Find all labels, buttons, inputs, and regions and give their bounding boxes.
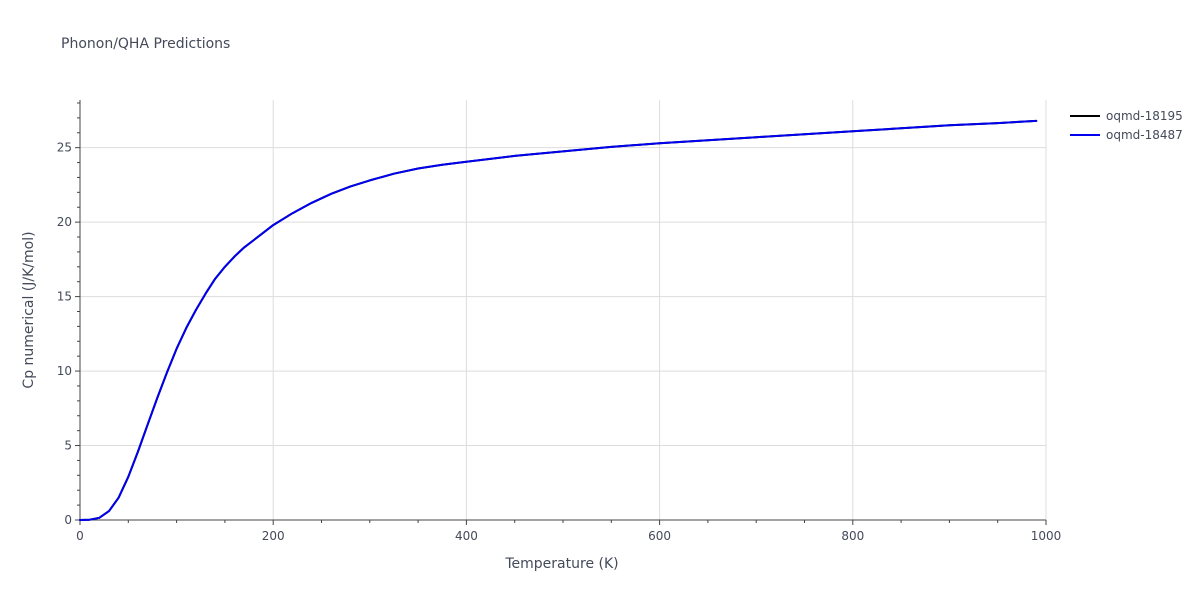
y-tick-label: 20 (57, 215, 72, 229)
y-axis-title: Cp numerical (J/K/mol) (21, 231, 37, 388)
series-line-oqmd-18195 (79, 119, 1038, 521)
chart-title: Phonon/QHA Predictions (61, 36, 231, 52)
x-tick-label: 200 (262, 529, 285, 543)
legend: oqmd-18195 oqmd-18487 (1070, 106, 1183, 144)
y-tick-label: 5 (64, 439, 72, 453)
legend-item-oqmd-18487[interactable]: oqmd-18487 (1070, 125, 1183, 144)
x-tick-label: 1000 (1031, 529, 1062, 543)
y-tick-label: 10 (57, 364, 72, 378)
x-tick-label: 400 (455, 529, 478, 543)
axes: 0 200 400 600 800 1000 0 5 10 15 20 25 (57, 100, 1062, 543)
y-tick-label: 0 (64, 513, 72, 527)
legend-label: oqmd-18195 (1106, 108, 1183, 123)
y-tick-label: 15 (57, 290, 72, 304)
legend-swatch-black (1070, 114, 1100, 117)
y-tick-label: 25 (57, 141, 72, 155)
x-tick-label: 0 (76, 529, 84, 543)
legend-item-oqmd-18195[interactable]: oqmd-18195 (1070, 106, 1183, 125)
legend-swatch-blue (1070, 133, 1100, 136)
series-line-oqmd-18487 (79, 119, 1038, 521)
series-lines (79, 119, 1038, 521)
x-tick-label: 600 (648, 529, 671, 543)
x-axis-title: Temperature (K) (504, 556, 618, 572)
grid-lines (80, 100, 1047, 520)
legend-label: oqmd-18487 (1106, 127, 1183, 142)
x-tick-label: 800 (841, 529, 864, 543)
